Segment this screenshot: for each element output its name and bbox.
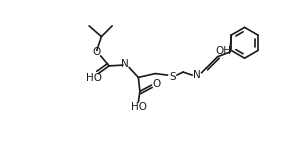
Text: S: S: [169, 72, 175, 82]
Text: O: O: [153, 79, 161, 89]
Text: OH: OH: [215, 46, 231, 56]
Text: O: O: [93, 47, 101, 57]
Text: HO: HO: [86, 73, 102, 83]
Text: N: N: [121, 59, 128, 69]
Text: HO: HO: [131, 102, 147, 113]
Text: N: N: [193, 70, 201, 80]
